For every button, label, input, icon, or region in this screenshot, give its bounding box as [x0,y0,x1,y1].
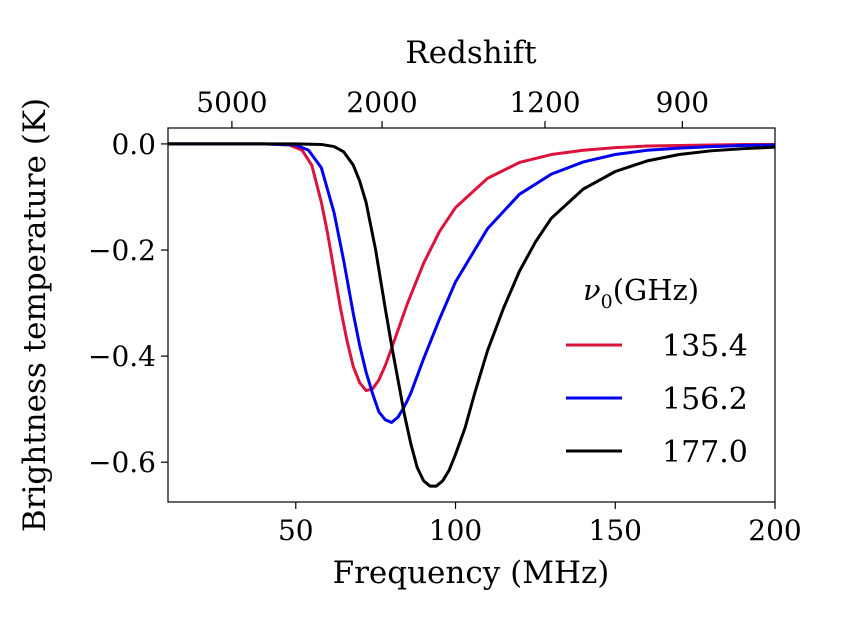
x-tick-label: 100 [429,514,482,547]
series-line-156-2 [168,142,775,424]
legend-title-unit: (GHz) [613,273,699,307]
legend-title-subscript: 0 [601,291,613,313]
x-tick-label: 200 [748,514,801,547]
legend-title: ν0(GHz) [583,273,699,313]
plot-frame [167,127,776,503]
legend-label-177-0: 177.0 [662,435,748,470]
y-tick-label: −0.2 [88,234,156,267]
top-tick-label: 5000 [196,86,267,119]
top-tick-label: 1200 [509,86,580,119]
legend-label-156-2: 156.2 [662,382,748,417]
y-tick-label: −0.4 [88,340,156,373]
y-axis-label: Brightness temperature (K) [17,98,53,532]
legend-entries: 135.4 156.2 177.0 [566,329,748,470]
plot-area [167,127,776,503]
series-line-177-0 [168,142,775,488]
y-tick-label: −0.6 [88,446,156,479]
series-line-135-4 [168,142,775,393]
top-tick-label: 2000 [346,86,417,119]
top-axis-ticks: 5000 2000 1200 900 [196,86,709,128]
top-tick-label: 900 [656,86,709,119]
top-axis-label: Redshift [405,35,537,71]
x-tick-label: 150 [589,514,642,547]
x-axis-ticks: 50 100 150 200 [278,502,802,547]
legend: ν0(GHz) 135.4 156.2 177.0 [566,273,748,470]
x-tick-label: 50 [278,514,314,547]
y-axis-ticks: 0.0 −0.2 −0.4 −0.6 [88,128,168,479]
legend-title-symbol: ν [583,273,601,307]
legend-label-135-4: 135.4 [662,329,748,364]
x-axis-label: Frequency (MHz) [333,555,610,591]
curves-group [168,142,775,488]
y-tick-label: 0.0 [111,128,156,161]
